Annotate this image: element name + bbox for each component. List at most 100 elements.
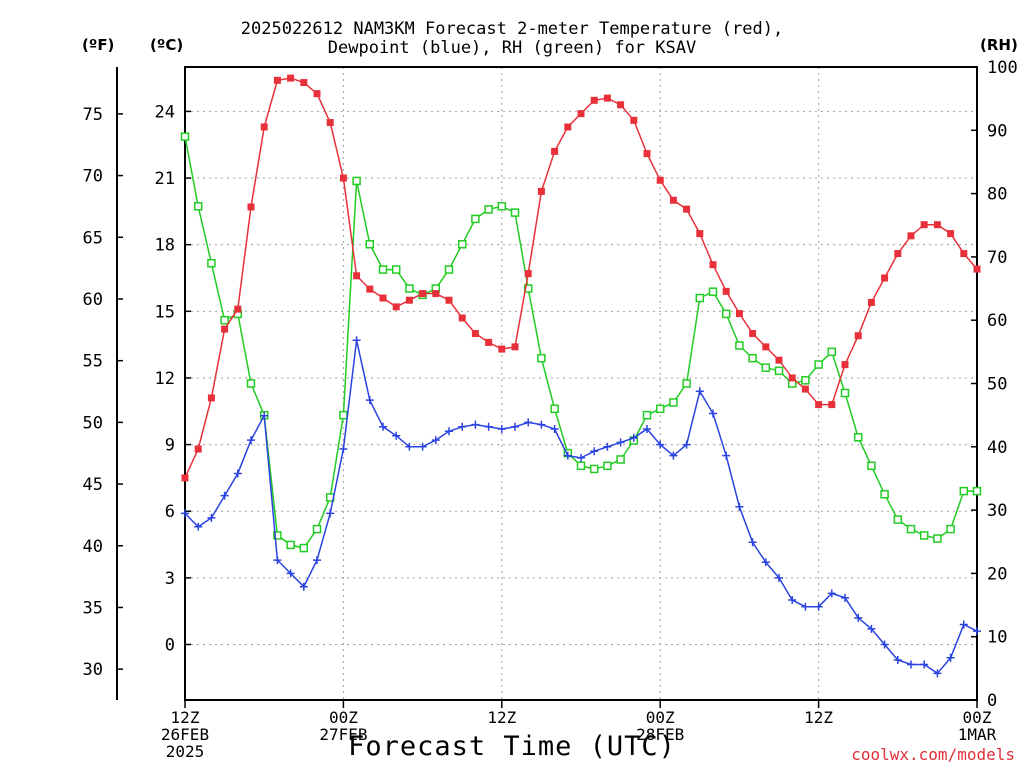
temperature-point xyxy=(815,401,823,409)
celsius-tick-label: 0 xyxy=(165,635,175,655)
temperature-point xyxy=(326,119,334,127)
dewpoint-point xyxy=(392,431,401,440)
temperature-point xyxy=(405,296,413,304)
rh-point xyxy=(286,540,295,550)
rh-point xyxy=(246,379,256,388)
dewpoint-point xyxy=(603,442,612,451)
dewpoint-point xyxy=(563,451,572,460)
rh-tick-label: 10 xyxy=(987,628,1007,648)
rh-point xyxy=(471,214,480,224)
temperature-point xyxy=(630,116,638,124)
temperature-point xyxy=(894,250,902,258)
fahrenheit-tick-label: 70 xyxy=(83,167,103,187)
dewpoint-point xyxy=(959,620,968,629)
dewpoint-point xyxy=(880,640,889,649)
dewpoint-point xyxy=(194,522,203,531)
temperature-point xyxy=(643,150,651,158)
dewpoint-point xyxy=(920,660,929,669)
x-tick-label: 00Z xyxy=(646,708,675,727)
temperature-point xyxy=(603,94,611,102)
rh-point xyxy=(484,205,493,214)
temperature-point xyxy=(947,230,955,238)
rh-point xyxy=(906,524,916,534)
dewpoint-point xyxy=(854,613,863,622)
rh-point xyxy=(378,265,388,274)
fahrenheit-tick-label: 35 xyxy=(83,598,103,618)
rh-tick-label: 0 xyxy=(987,691,997,711)
temperature-point xyxy=(920,221,928,229)
rh-unit-label: (RH) xyxy=(980,36,1018,54)
rh-point xyxy=(299,543,309,553)
rh-point xyxy=(695,293,705,303)
temperature-series xyxy=(181,74,981,482)
dewpoint-point xyxy=(801,602,810,611)
dewpoint-point xyxy=(669,451,678,460)
temperature-point xyxy=(260,123,268,131)
celsius-tick-label: 18 xyxy=(155,236,175,256)
temperature-point xyxy=(617,101,625,109)
temperature-point xyxy=(564,123,572,131)
plot-frame xyxy=(184,66,978,701)
dewpoint-point xyxy=(629,433,638,442)
dewpoint-point xyxy=(933,669,942,678)
celsius-tick-label: 15 xyxy=(155,302,175,322)
rh-point xyxy=(840,388,850,398)
temperature-point xyxy=(960,250,968,258)
dewpoint-point xyxy=(841,593,849,602)
dewpoint-point xyxy=(352,336,361,345)
dewpoint-point xyxy=(405,442,414,451)
rh-line xyxy=(184,136,977,549)
dewpoint-point xyxy=(973,627,981,636)
fahrenheit-tick-label: 40 xyxy=(83,537,103,557)
temperature-point xyxy=(933,221,941,229)
temperature-point xyxy=(287,74,295,82)
temperature-point xyxy=(828,401,836,409)
celsius-unit-label: (ºC) xyxy=(150,36,184,54)
rh-point xyxy=(550,404,559,414)
dewpoint-point xyxy=(233,469,242,478)
rh-point xyxy=(933,534,942,543)
rh-point xyxy=(919,531,929,540)
rh-point xyxy=(972,486,982,496)
dewpoint-line xyxy=(184,340,978,675)
temperature-point xyxy=(458,314,466,322)
dewpoint-point xyxy=(247,436,255,445)
dewpoint-point xyxy=(181,509,189,518)
grid-lines xyxy=(185,67,977,700)
fahrenheit-tick-label: 75 xyxy=(83,105,103,125)
temperature-point xyxy=(867,298,875,306)
rh-point xyxy=(523,284,533,293)
dewpoint-point xyxy=(445,427,453,436)
rh-point xyxy=(365,239,375,249)
celsius-tick-label: 6 xyxy=(165,502,175,522)
rh-point xyxy=(735,341,744,350)
fahrenheit-tick-label: 55 xyxy=(83,352,103,372)
rh-tick-label: 20 xyxy=(987,564,1007,584)
temperature-point xyxy=(973,265,981,273)
temperature-point xyxy=(221,325,229,333)
rh-point xyxy=(576,461,586,471)
rh-point xyxy=(708,287,718,296)
fahrenheit-tick-label: 60 xyxy=(83,290,103,310)
rh-point xyxy=(193,202,203,211)
chart-title-line-2: Dewpoint (blue), RH (green) for KSAV xyxy=(327,38,697,58)
fahrenheit-tick-label: 50 xyxy=(83,413,103,433)
dewpoint-point xyxy=(326,509,335,518)
chart-title-line-1: 2025022612 NAM3KM Forecast 2-meter Tempe… xyxy=(240,19,784,39)
x-tick-label: 26FEB xyxy=(161,725,209,744)
dewpoint-point xyxy=(524,418,533,427)
temperature-point xyxy=(881,274,889,282)
temperature-point xyxy=(907,232,915,240)
temperature-point xyxy=(445,296,453,304)
temperature-point xyxy=(379,294,387,302)
dewpoint-point xyxy=(867,624,876,633)
temperature-point xyxy=(247,203,255,211)
rh-point xyxy=(312,524,322,534)
x-axis-label: Forecast Time (UTC) xyxy=(348,731,676,762)
dewpoint-point xyxy=(616,438,625,447)
x-tick-label: 00Z xyxy=(963,708,992,727)
dewpoint-point xyxy=(695,387,704,396)
temperature-point xyxy=(498,345,506,353)
dewpoint-point xyxy=(299,582,308,591)
